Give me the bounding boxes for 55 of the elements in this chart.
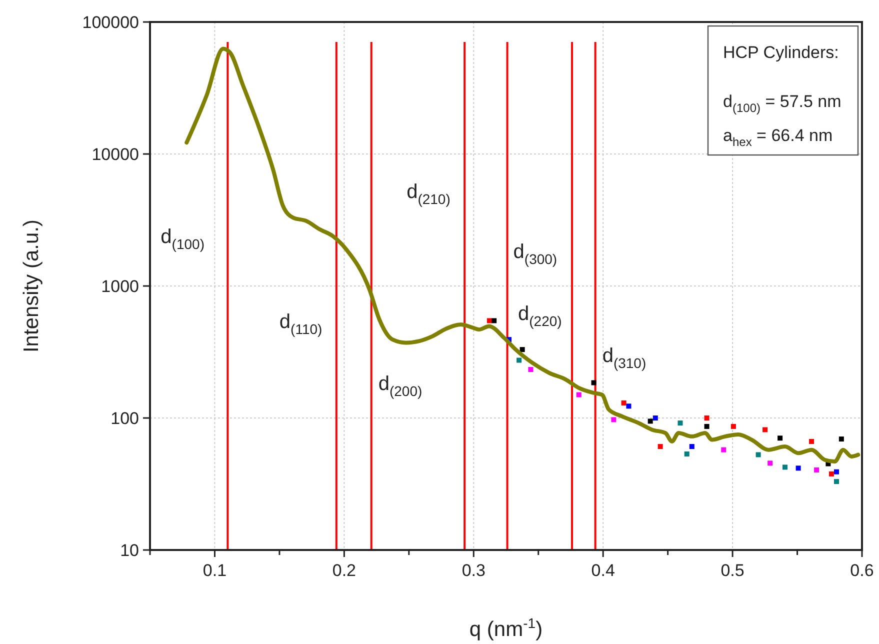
point: [652, 416, 658, 420]
x-tick-label: 0.3: [462, 561, 486, 580]
point: [591, 380, 596, 386]
y-tick-label: 1000: [101, 277, 139, 296]
point: [704, 416, 710, 420]
point: [516, 358, 522, 363]
point: [704, 424, 710, 429]
point: [621, 400, 626, 406]
point: [778, 436, 783, 441]
x-tick-label: 0.5: [720, 561, 744, 580]
ref-line-label: d$_{(110)}$: [279, 311, 322, 337]
ref-line-label: d$_{(200)}$: [378, 373, 422, 399]
point: [648, 418, 653, 424]
point: [689, 444, 694, 450]
point: [678, 420, 683, 426]
point: [762, 427, 768, 432]
point: [684, 451, 690, 456]
y-tick-label: 100: [110, 409, 139, 428]
point: [611, 417, 616, 422]
annotation: a$_{hex}$ = 66.4 nm: [723, 126, 833, 149]
ref-line-label: d$_{(210)}$: [406, 181, 450, 207]
y-tick-label: 10: [120, 541, 139, 560]
point: [834, 469, 839, 474]
y-axis-title: Intensity (a.u.): [20, 219, 43, 353]
x-tick-label: 0.6: [850, 561, 874, 580]
point: [809, 438, 814, 444]
point: [626, 404, 632, 409]
annotation: d$_{(100)}$ = 57.5 nm: [723, 92, 842, 115]
point: [796, 466, 801, 471]
point: [486, 318, 492, 324]
point: [528, 367, 534, 372]
point: [492, 318, 497, 324]
point: [576, 392, 582, 398]
x-tick-label: 0.4: [591, 561, 615, 580]
ref-line-label: d$_{(220)}$: [518, 303, 562, 329]
ref-line-label: d$_{(310)}$: [602, 345, 646, 371]
y-tick-label: 10000: [92, 145, 139, 164]
point: [834, 479, 839, 484]
point: [721, 447, 726, 452]
ref-line-label: d$_{(100)}$: [160, 226, 204, 252]
point: [828, 471, 834, 476]
point: [730, 424, 736, 429]
point: [838, 436, 844, 442]
y-tick-label: 100000: [82, 13, 139, 32]
point: [782, 464, 788, 470]
point: [768, 460, 773, 466]
point: [520, 347, 525, 352]
x-axis-title: q (nm$^{-1}$): [469, 614, 543, 641]
point: [814, 467, 820, 472]
point: [756, 452, 761, 458]
x-tick-label: 0.1: [202, 561, 227, 580]
annotation: HCP Cylinders:: [723, 43, 839, 62]
point: [658, 444, 663, 450]
ref-line-label: d$_{(300)}$: [513, 241, 558, 267]
x-tick-label: 0.2: [332, 561, 356, 580]
